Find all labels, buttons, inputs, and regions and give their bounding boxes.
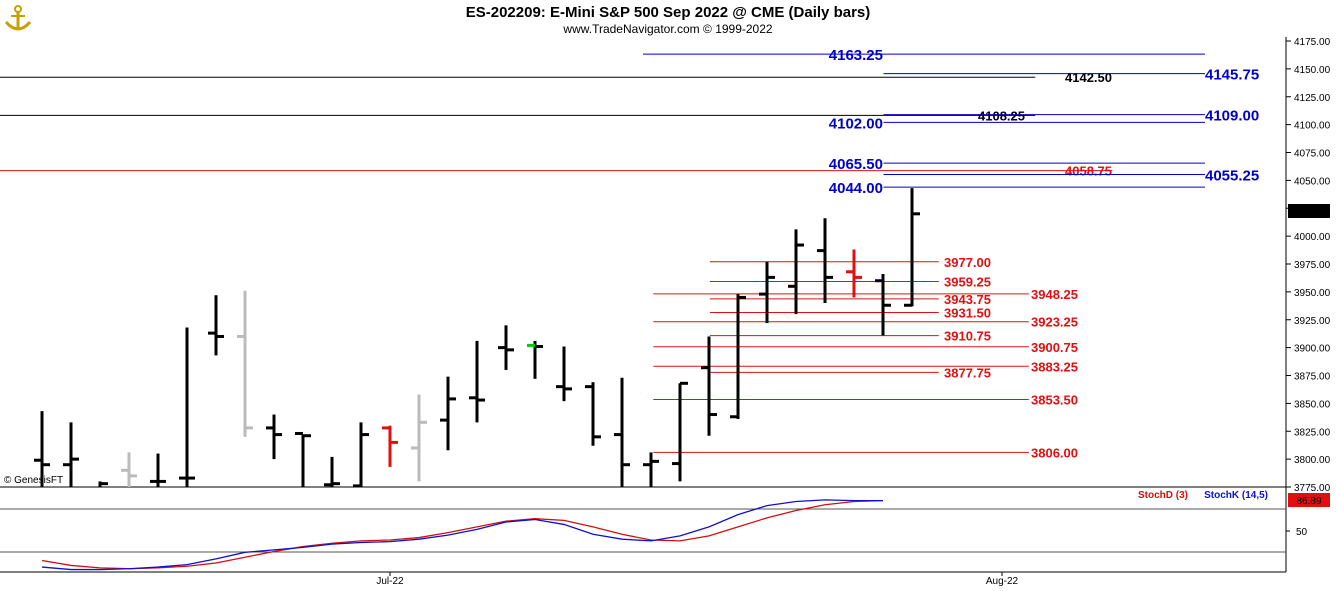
level-label: 4145.75 — [1205, 67, 1259, 84]
stochastic-panel: StochD (3) StochK (14,5) 86.89 50 — [0, 490, 1330, 571]
ohlc-bar — [121, 452, 137, 487]
price-axis: 4175.00 4150.00 4125.00 4100.00 4075.00 4050.… — [1286, 37, 1331, 494]
ohlc-bar — [208, 295, 224, 356]
price-panel — [0, 37, 1286, 487]
stoch-tick-50: 50 — [1296, 527, 1308, 538]
level-label: 4142.50 — [1065, 70, 1112, 85]
level-label: 3883.25 — [1031, 359, 1078, 374]
level-label: 3900.75 — [1031, 340, 1078, 355]
ohlc-bar — [295, 431, 311, 487]
y-tick-label: 3875.00 — [1294, 372, 1331, 383]
ohlc-bar — [846, 249, 862, 298]
level-label: 3910.75 — [944, 329, 991, 344]
ohlc-bar — [759, 261, 775, 324]
y-tick-label: 4000.00 — [1294, 232, 1331, 243]
ohlc-bar — [150, 453, 166, 487]
level-label: 3853.50 — [1031, 392, 1078, 407]
y-tick-label: 3850.00 — [1294, 399, 1331, 410]
y-tick-label: 3975.00 — [1294, 260, 1331, 271]
ohlc-bar — [701, 336, 717, 436]
level-label: 3948.25 — [1031, 287, 1078, 302]
legend-stochd: StochD (3) — [1138, 490, 1188, 501]
ohlc-bar — [324, 456, 340, 487]
y-tick-label: 3825.00 — [1294, 427, 1331, 438]
ohlc-bar — [411, 394, 427, 482]
ohlc-bar — [498, 325, 514, 370]
y-tick-label: 4075.00 — [1294, 149, 1331, 160]
y-tick-label: 4050.00 — [1294, 176, 1331, 187]
stoch-lines — [41, 499, 884, 571]
ohlc-bar — [179, 327, 195, 487]
copyright-label: © GenesisFT — [4, 475, 63, 486]
ohlc-bar — [672, 381, 688, 482]
y-tick-label: 4125.00 — [1294, 93, 1331, 104]
legend-stochk: StochK (14,5) — [1204, 490, 1268, 501]
stoch-line — [41, 499, 883, 571]
y-tick-label: 4100.00 — [1294, 121, 1331, 132]
level-lines: 4163.25 4142.50 4145.75 4108.25 4109.00 4102.… — [0, 47, 1259, 460]
ohlc-bar — [788, 229, 804, 315]
level-label: 3943.75 — [944, 292, 991, 307]
chart-title: ES-202209: E-Mini S&P 500 Sep 2022 @ CME… — [466, 4, 871, 21]
ohlc-bar — [730, 294, 746, 419]
ohlc-bar — [266, 414, 282, 460]
level-label: 3977.00 — [944, 255, 991, 270]
level-label: 3806.00 — [1031, 445, 1078, 460]
ohlc-bar — [875, 274, 891, 336]
ohlc-bar — [98, 481, 108, 487]
stoch-line — [41, 500, 884, 570]
level-label: 4163.25 — [829, 47, 883, 64]
ohlc-bar — [382, 425, 398, 467]
ohlc-bar — [34, 411, 50, 487]
y-tick-label: 3900.00 — [1294, 344, 1331, 355]
stoch-last-label: 86.89 — [1296, 496, 1321, 507]
ohlc-bar — [237, 290, 253, 437]
level-label: 4065.50 — [829, 156, 883, 173]
time-axis: Jul-22 Aug-22 — [376, 572, 1019, 587]
ohlc-bar — [904, 188, 920, 307]
level-label: 3923.25 — [1031, 315, 1078, 330]
level-label: 4102.00 — [829, 115, 883, 132]
level-label: 4058.75 — [1065, 164, 1112, 179]
level-label: 3877.75 — [944, 365, 991, 380]
x-tick-aug: Aug-22 — [986, 576, 1019, 587]
y-tick-label: 4150.00 — [1294, 65, 1331, 76]
last-price-label: 4020.50 — [1291, 207, 1328, 218]
y-tick-label: 3800.00 — [1294, 455, 1331, 466]
ohlc-bar — [440, 376, 456, 451]
chart-subtitle: www.TradeNavigator.com © 1999-2022 — [562, 22, 772, 36]
last-price-badge: 4020.50 — [1288, 204, 1330, 218]
y-tick-label: 4175.00 — [1294, 37, 1331, 48]
level-label: 4044.00 — [829, 180, 883, 197]
ohlc-bar — [469, 340, 485, 423]
ohlc-bar — [63, 422, 79, 487]
ohlc-bar — [817, 218, 833, 304]
ohlc-bar — [556, 346, 572, 402]
level-label: 3959.25 — [944, 275, 991, 290]
level-label: 4109.00 — [1205, 108, 1259, 125]
level-label: 3931.50 — [944, 306, 991, 321]
ohlc-bar — [585, 382, 601, 446]
y-tick-label: 3775.00 — [1294, 483, 1331, 494]
ohlc-bar — [527, 340, 543, 379]
ohlc-bar — [643, 452, 659, 487]
x-tick-jul: Jul-22 — [376, 576, 404, 587]
level-label: 4108.25 — [978, 108, 1025, 123]
level-label: 4055.25 — [1205, 168, 1259, 185]
ohlc-bar — [353, 422, 369, 488]
ohlc-bars — [34, 188, 920, 488]
y-tick-label: 3950.00 — [1294, 288, 1331, 299]
ohlc-bar — [614, 377, 630, 487]
y-tick-label: 3925.00 — [1294, 316, 1331, 327]
anchor-logo-icon — [4, 3, 34, 33]
